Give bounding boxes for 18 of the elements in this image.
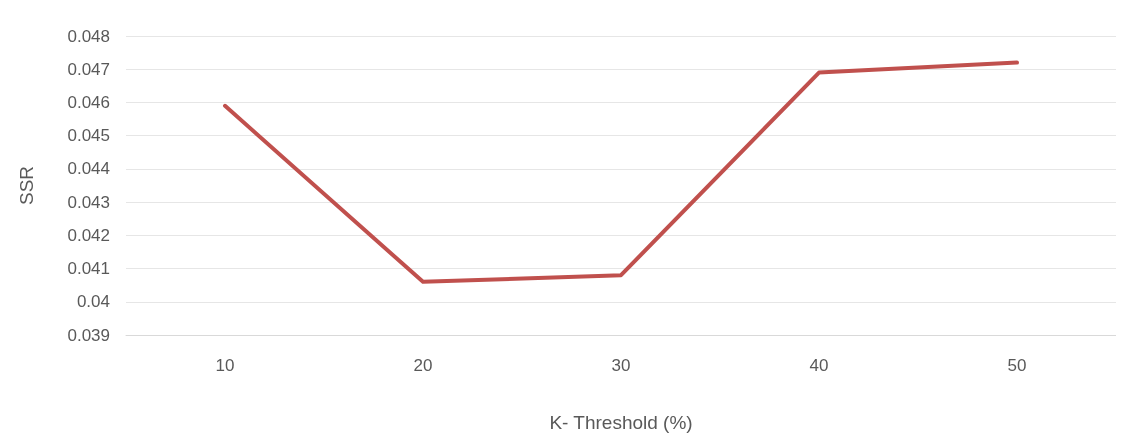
y-tick-label: 0.048: [67, 26, 110, 46]
line-series: [223, 60, 1019, 284]
y-tick-label: 0.045: [67, 126, 110, 146]
y-tick-label: 0.046: [67, 92, 110, 112]
y-tick-label: 0.039: [67, 325, 110, 345]
x-tick-label: 10: [215, 356, 235, 375]
x-tick-label: 30: [611, 356, 631, 375]
x-tick-label: 50: [1007, 356, 1027, 375]
y-tick-label: 0.04: [76, 292, 110, 312]
y-tick-label: 0.043: [67, 192, 110, 212]
y-axis-title: SSR: [16, 165, 37, 206]
y-tick-label: 0.044: [67, 159, 110, 179]
x-tick-label: 40: [809, 356, 829, 375]
x-axis-title: K- Threshold (%): [549, 412, 693, 433]
x-tick-label: 20: [413, 356, 433, 375]
y-tick-label: 0.047: [67, 59, 110, 79]
y-tick-label: 0.042: [67, 225, 110, 245]
y-tick-label: 0.041: [67, 259, 110, 279]
